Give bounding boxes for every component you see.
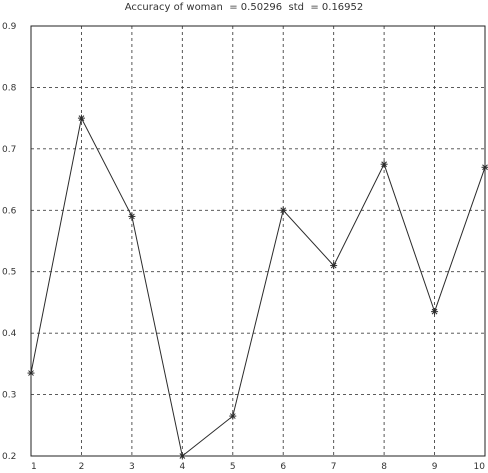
x-tick-label: 2: [79, 462, 85, 472]
data-point-marker: [279, 206, 287, 214]
y-tick-label: 0.9: [2, 22, 17, 32]
data-point-marker: [178, 452, 186, 460]
x-tick-label: 4: [179, 462, 185, 472]
x-tick-label: 1: [31, 462, 37, 472]
plot-frame: [30, 25, 486, 457]
y-tick-label: 0.6: [2, 206, 17, 216]
y-tick-label: 0.8: [2, 83, 17, 93]
x-tick-label: 9: [432, 462, 438, 472]
data-point-marker: [128, 212, 136, 220]
data-point-marker: [77, 114, 85, 122]
x-tick-label: 6: [280, 462, 286, 472]
y-tick-label: 0.3: [2, 391, 16, 401]
series-markers: [27, 114, 488, 460]
chart-title: Accuracy of woman = 0.50296 std = 0.1695…: [124, 2, 364, 13]
series-polyline: [30, 116, 486, 457]
x-tick-label: 5: [230, 462, 236, 472]
data-point-marker: [431, 308, 439, 316]
x-axis-ticks: 1 2 3 4 5 6 7 8 9 10: [31, 462, 485, 472]
data-point-marker: [27, 369, 35, 377]
data-point-marker: [229, 412, 237, 420]
series-line: [30, 116, 486, 457]
x-tick-label: 8: [381, 462, 387, 472]
y-tick-label: 0.5: [2, 268, 16, 278]
data-point-marker: [481, 163, 488, 171]
y-axis-ticks: 0.2 0.3 0.4 0.5 0.6 0.7 0.8 0.9: [2, 22, 17, 462]
y-tick-label: 0.4: [2, 329, 17, 339]
x-tick-label: 7: [331, 462, 337, 472]
y-tick-label: 0.2: [2, 452, 16, 462]
x-tick-label: 3: [129, 462, 135, 472]
y-tick-label: 0.7: [2, 145, 16, 155]
x-tick-label: 10: [474, 462, 486, 472]
grid: [31, 26, 485, 456]
data-point-marker: [330, 262, 338, 270]
data-point-marker: [380, 160, 388, 168]
